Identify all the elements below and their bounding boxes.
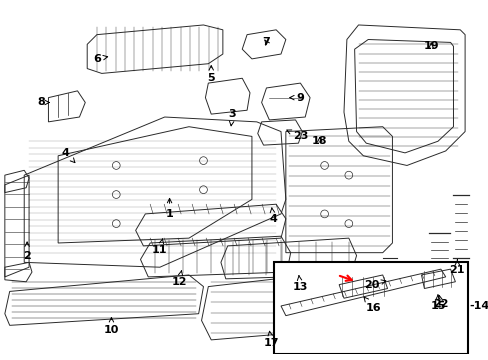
Text: 19: 19: [423, 41, 438, 51]
Text: 18: 18: [311, 136, 327, 146]
Text: 5: 5: [207, 66, 215, 83]
Text: 8: 8: [38, 98, 49, 108]
Text: 10: 10: [103, 318, 119, 335]
Text: 20: 20: [364, 280, 385, 290]
Text: 23: 23: [286, 130, 307, 141]
Text: 12: 12: [171, 271, 186, 287]
Text: 2: 2: [23, 242, 31, 261]
Bar: [274, 262, 467, 354]
Text: 3: 3: [228, 109, 236, 126]
Text: 22: 22: [432, 296, 447, 309]
Text: 6: 6: [93, 54, 107, 64]
Text: 13: 13: [292, 276, 307, 292]
Text: 17: 17: [263, 331, 279, 348]
Text: -14: -14: [468, 301, 488, 311]
Text: 1: 1: [165, 198, 173, 219]
Text: 9: 9: [289, 93, 304, 103]
Text: 16: 16: [363, 297, 380, 313]
Text: 11: 11: [152, 239, 167, 255]
Text: 21: 21: [448, 260, 464, 275]
Text: 7: 7: [262, 37, 270, 48]
Text: 15: 15: [429, 295, 445, 311]
Text: 4: 4: [62, 148, 75, 163]
Text: 4: 4: [269, 208, 277, 224]
